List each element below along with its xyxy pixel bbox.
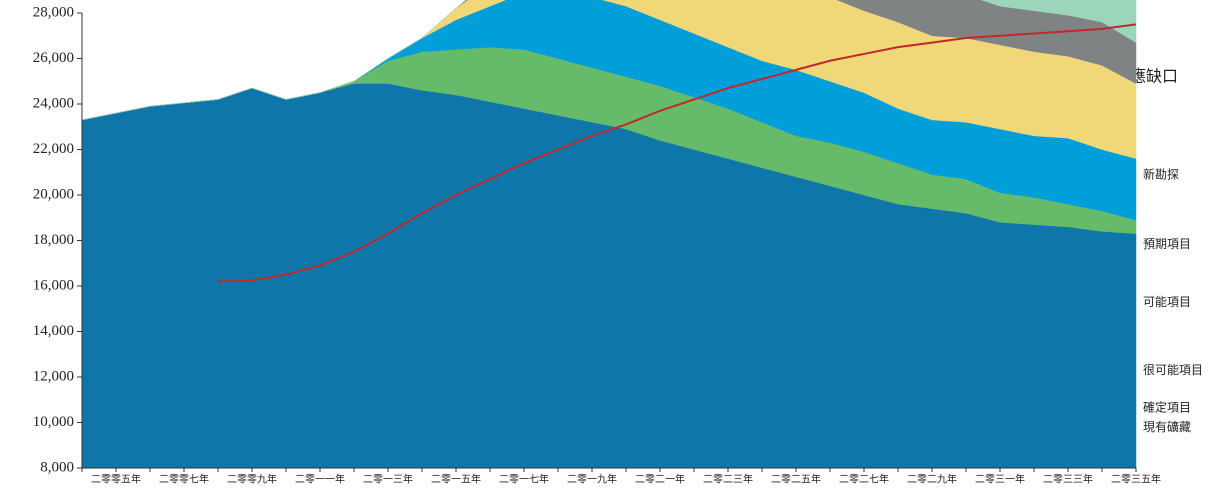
y-tick-label: 14,000 <box>33 323 74 339</box>
y-tick-label: 10,000 <box>33 414 74 430</box>
x-tick-label: 二零二九年 <box>907 472 957 485</box>
x-tick-label: 二零零七年 <box>159 472 209 485</box>
demand-line <box>217 23 1137 283</box>
x-tick-label: 二零一九年 <box>567 472 617 485</box>
x-tick-label: 二零一一年 <box>295 472 345 485</box>
series-label: 現有礦藏 <box>1143 419 1191 434</box>
x-tick-label: 二零零五年 <box>91 472 141 485</box>
y-tick-label: 24,000 <box>33 95 74 111</box>
x-tick-label: 二零二一年 <box>635 472 685 485</box>
series-label: 預期項目 <box>1143 237 1191 251</box>
y-tick-label: 26,000 <box>33 50 74 66</box>
x-tick-label: 二零二五年 <box>771 472 821 485</box>
y-tick-label: 20,000 <box>33 186 74 202</box>
x-tick-label: 二零一五年 <box>431 472 481 485</box>
series-label: 新勘探 <box>1143 166 1179 181</box>
series-label: 確定項目 <box>1143 400 1191 415</box>
x-tick-label: 二零三三年 <box>1043 472 1093 485</box>
y-tick-label: 18,000 <box>33 232 74 248</box>
y-tick-label: 28,000 <box>33 4 74 20</box>
x-tick-label: 二零二七年 <box>839 472 889 485</box>
series-label: 可能項目 <box>1143 295 1191 309</box>
y-tick-label: 8,000 <box>40 459 74 475</box>
x-tick-label: 二零一三年 <box>363 472 413 485</box>
y-tick-label: 22,000 <box>33 141 74 157</box>
x-tick-label: 二零三五年 <box>1111 472 1161 485</box>
x-tick-label: 二零二三年 <box>703 472 753 485</box>
y-tick-label: 12,000 <box>33 368 74 384</box>
area <box>81 0 1137 121</box>
x-tick-label: 二零三一年 <box>975 472 1025 485</box>
x-tick-label: 二零零九年 <box>227 472 277 485</box>
x-tick-label: 二零一七年 <box>499 472 549 485</box>
series-label: 很可能項目 <box>1143 363 1203 377</box>
y-tick-label: 16,000 <box>33 277 74 293</box>
